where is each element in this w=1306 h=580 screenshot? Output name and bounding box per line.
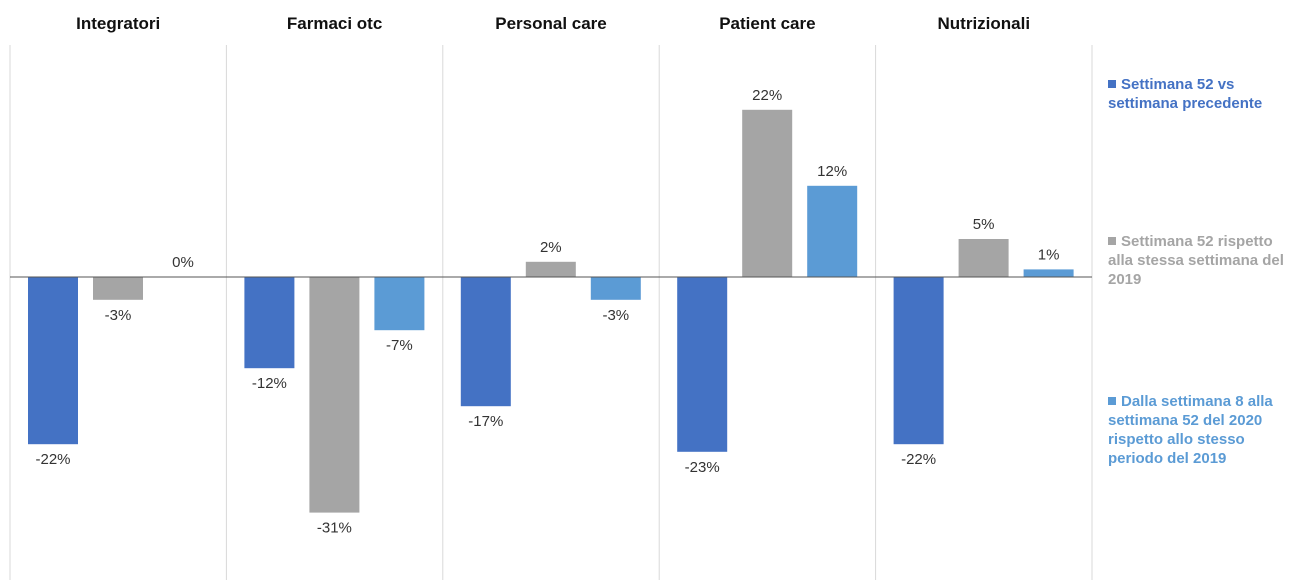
- legend-swatch: [1108, 397, 1116, 405]
- bar: [460, 277, 511, 407]
- legend-item: Settimana 52 vs settimana precedente: [1108, 75, 1298, 113]
- value-label: 2%: [540, 239, 562, 256]
- bar: [309, 277, 360, 513]
- category-label: Farmaci otc: [287, 14, 382, 33]
- value-label: -3%: [602, 307, 629, 324]
- value-label: 12%: [817, 163, 847, 180]
- legend-label: Settimana 52 vs settimana precedente: [1108, 76, 1263, 112]
- legend-item: Dalla settimana 8 alla settimana 52 del …: [1108, 392, 1298, 468]
- legend-swatch: [1108, 237, 1116, 245]
- value-label: 5%: [973, 216, 995, 233]
- value-label: -22%: [35, 451, 70, 468]
- legend-swatch: [1108, 80, 1116, 88]
- bar: [807, 185, 858, 277]
- value-label: -23%: [685, 459, 720, 476]
- legend-label: Settimana 52 rispetto alla stessa settim…: [1108, 233, 1284, 288]
- value-label: -17%: [468, 413, 503, 430]
- value-label: -7%: [386, 337, 413, 354]
- value-label: 22%: [752, 87, 782, 104]
- bar: [1023, 269, 1074, 277]
- legend-item: Settimana 52 rispetto alla stessa settim…: [1108, 232, 1298, 289]
- bar: [93, 277, 143, 300]
- bar: [742, 109, 793, 277]
- bar: [374, 277, 425, 331]
- category-label: Nutrizionali: [938, 14, 1031, 33]
- value-label: 1%: [1038, 246, 1060, 263]
- bar: [525, 261, 576, 277]
- value-label: -3%: [105, 307, 132, 324]
- bar: [590, 277, 641, 300]
- category-label: Patient care: [719, 14, 815, 33]
- value-label: 0%: [172, 254, 194, 271]
- category-label: Personal care: [495, 14, 607, 33]
- bar: [244, 277, 295, 369]
- value-label: -22%: [901, 451, 936, 468]
- bar: [893, 277, 944, 445]
- category-label: Integratori: [76, 14, 160, 33]
- bar: [958, 239, 1009, 277]
- value-label: -12%: [252, 375, 287, 392]
- value-label: -31%: [317, 520, 352, 537]
- legend-label: Dalla settimana 8 alla settimana 52 del …: [1108, 393, 1273, 467]
- bar: [677, 277, 728, 452]
- bar: [28, 277, 78, 445]
